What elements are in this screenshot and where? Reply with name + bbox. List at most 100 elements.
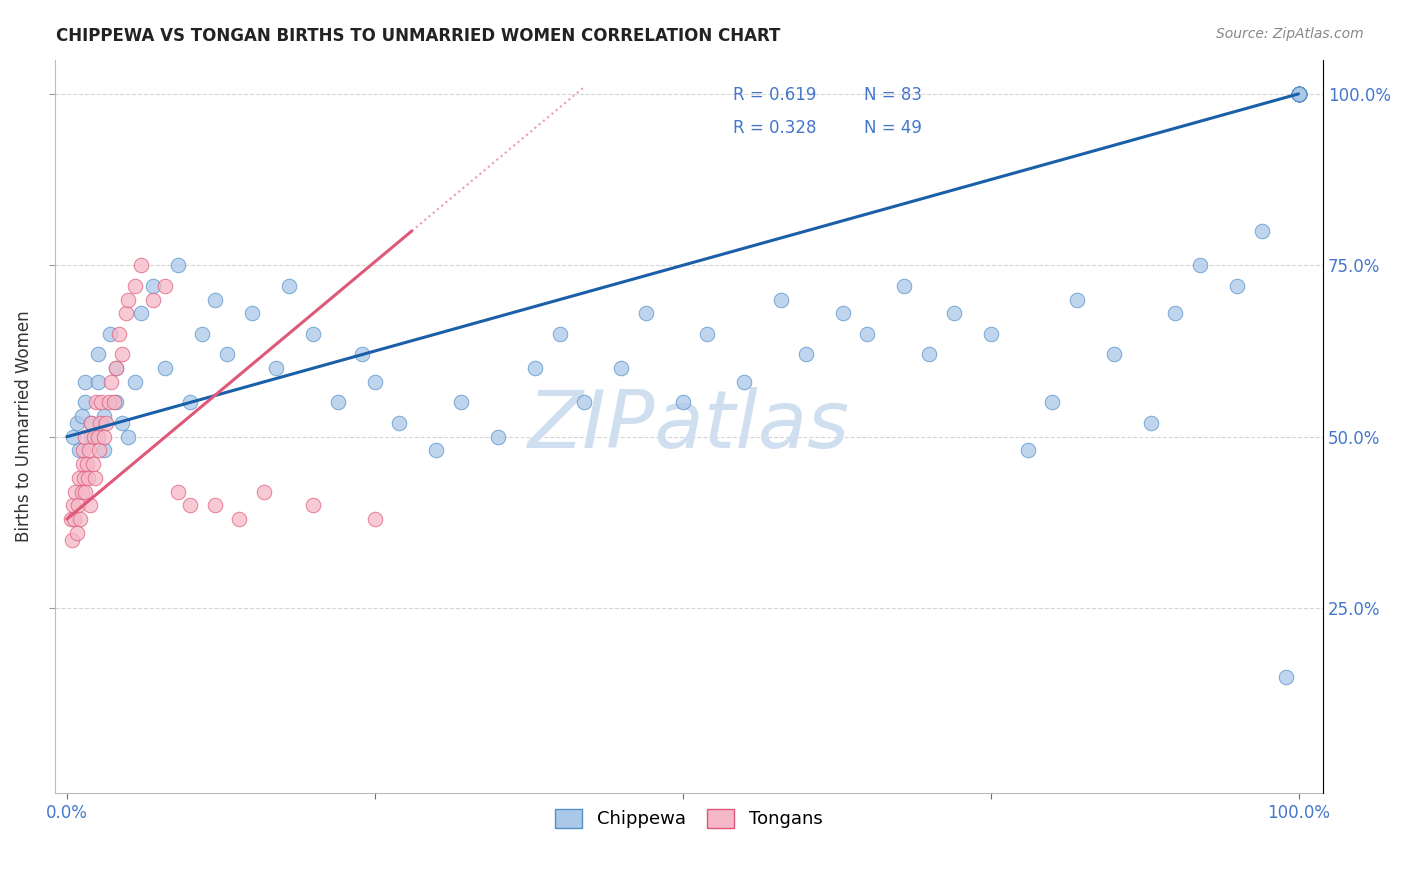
Point xyxy=(124,375,146,389)
Point xyxy=(277,279,299,293)
Point xyxy=(1288,87,1310,101)
Point xyxy=(326,395,349,409)
Point xyxy=(86,430,108,444)
Point xyxy=(1288,87,1310,101)
Point xyxy=(80,416,103,430)
Point xyxy=(1288,87,1310,101)
Point xyxy=(75,430,97,444)
Point xyxy=(486,430,509,444)
Point xyxy=(66,499,89,513)
Point xyxy=(1288,87,1310,101)
Point xyxy=(80,430,103,444)
Point xyxy=(302,499,325,513)
Point xyxy=(83,430,105,444)
Point xyxy=(66,525,89,540)
Point xyxy=(155,279,177,293)
Point xyxy=(93,443,115,458)
Point xyxy=(111,347,134,361)
Point xyxy=(1288,87,1310,101)
Point xyxy=(1288,87,1310,101)
Point xyxy=(75,395,97,409)
Point xyxy=(80,416,103,430)
Point xyxy=(980,326,1002,341)
Point xyxy=(70,484,93,499)
Point xyxy=(1164,306,1187,320)
Point xyxy=(1288,87,1310,101)
Point xyxy=(93,430,115,444)
Point xyxy=(733,375,755,389)
Text: R = 0.619: R = 0.619 xyxy=(734,86,817,104)
Point xyxy=(1288,87,1310,101)
Point xyxy=(117,293,139,307)
Point xyxy=(1188,258,1211,272)
Point xyxy=(82,457,104,471)
Point xyxy=(1040,395,1063,409)
Point xyxy=(67,471,90,485)
Point xyxy=(63,512,86,526)
Point xyxy=(72,443,94,458)
Point xyxy=(166,484,188,499)
Point xyxy=(105,361,128,376)
Point xyxy=(1288,87,1310,101)
Point xyxy=(79,499,101,513)
Point xyxy=(794,347,817,361)
Point xyxy=(1139,416,1161,430)
Point xyxy=(115,306,138,320)
Point xyxy=(86,395,108,409)
Point xyxy=(1250,224,1272,238)
Point xyxy=(89,416,111,430)
Point xyxy=(75,375,97,389)
Point xyxy=(59,512,82,526)
Text: CHIPPEWA VS TONGAN BIRTHS TO UNMARRIED WOMEN CORRELATION CHART: CHIPPEWA VS TONGAN BIRTHS TO UNMARRIED W… xyxy=(56,27,780,45)
Point xyxy=(1288,87,1310,101)
Point xyxy=(117,430,139,444)
Point xyxy=(179,395,201,409)
Point xyxy=(1288,87,1310,101)
Point xyxy=(62,430,84,444)
Point xyxy=(264,361,287,376)
Point xyxy=(240,306,263,320)
Point xyxy=(1017,443,1039,458)
Point xyxy=(1288,87,1310,101)
Text: R = 0.328: R = 0.328 xyxy=(734,119,817,137)
Point xyxy=(1226,279,1249,293)
Point xyxy=(111,416,134,430)
Point xyxy=(129,258,152,272)
Point xyxy=(450,395,472,409)
Point xyxy=(72,457,94,471)
Point xyxy=(77,443,100,458)
Point xyxy=(1066,293,1088,307)
Point xyxy=(388,416,411,430)
Text: N = 49: N = 49 xyxy=(863,119,922,137)
Text: ZIPatlas: ZIPatlas xyxy=(527,387,849,466)
Point xyxy=(97,395,120,409)
Point xyxy=(893,279,915,293)
Point xyxy=(1275,670,1298,684)
Point xyxy=(1288,87,1310,101)
Point xyxy=(76,457,98,471)
Point xyxy=(60,533,83,547)
Point xyxy=(67,443,90,458)
Point xyxy=(634,306,657,320)
Point xyxy=(204,293,226,307)
Point xyxy=(1288,87,1310,101)
Point xyxy=(672,395,695,409)
Point xyxy=(364,375,387,389)
Point xyxy=(98,326,121,341)
Point xyxy=(1288,87,1310,101)
Text: Source: ZipAtlas.com: Source: ZipAtlas.com xyxy=(1216,27,1364,41)
Point xyxy=(1288,87,1310,101)
Point xyxy=(204,499,226,513)
Point xyxy=(228,512,250,526)
Point xyxy=(105,361,128,376)
Point xyxy=(142,279,165,293)
Point xyxy=(425,443,447,458)
Point xyxy=(1102,347,1125,361)
Point xyxy=(364,512,387,526)
Point xyxy=(166,258,188,272)
Point xyxy=(87,443,110,458)
Y-axis label: Births to Unmarried Women: Births to Unmarried Women xyxy=(15,310,32,542)
Point xyxy=(86,347,108,361)
Point xyxy=(155,361,177,376)
Point xyxy=(69,512,91,526)
